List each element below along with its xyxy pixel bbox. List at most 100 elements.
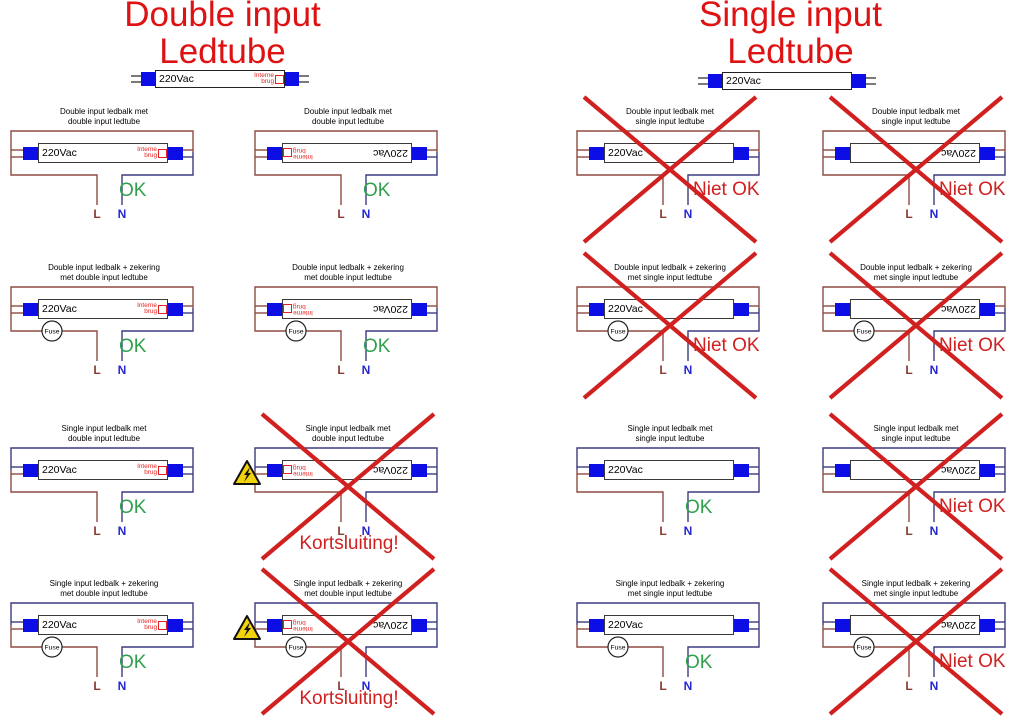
wiring-svg: Fuse bbox=[254, 286, 438, 361]
fuse-label: Fuse bbox=[288, 645, 303, 652]
tube-body: 220Vac Interne brug bbox=[282, 460, 412, 480]
live-label: L bbox=[659, 524, 667, 538]
interne-brug-label: Interne brug bbox=[293, 464, 313, 477]
interne-brug-line: Interne bbox=[137, 301, 157, 309]
verdict-label: OK bbox=[119, 652, 147, 673]
wire-live bbox=[62, 330, 98, 361]
wire-live bbox=[628, 330, 664, 361]
cell-title-line: Double input ledbalk + zekering bbox=[614, 263, 726, 272]
tube-body: 220Vac bbox=[850, 615, 980, 635]
live-label: L bbox=[93, 524, 101, 538]
cell-title-line: Single input ledbalk + zekering bbox=[293, 579, 403, 588]
cell-title: Single input ledbalk met single input led… bbox=[812, 424, 1020, 443]
cell-title-line: Double input ledbalk + zekering bbox=[48, 263, 160, 272]
wire-neutral bbox=[576, 447, 760, 522]
tube-pins bbox=[131, 75, 309, 83]
tube-body-inner: 220Vac Interne brug bbox=[283, 616, 411, 634]
tube-endcap bbox=[267, 618, 282, 632]
tube-endcap bbox=[734, 302, 749, 316]
cell-title-line: double input ledtube bbox=[67, 433, 141, 443]
fuse-icon bbox=[607, 636, 629, 658]
tube-body-inner: 220Vac bbox=[851, 300, 979, 318]
cell-title: Single input ledbalk met single input led… bbox=[566, 424, 774, 443]
voltage-label: 220Vac bbox=[42, 464, 77, 476]
tube-endcap bbox=[980, 146, 995, 160]
interne-brug-bracket bbox=[158, 620, 167, 630]
interne-brug-line: brug bbox=[261, 78, 274, 85]
tube-body: 220Vac bbox=[850, 143, 980, 163]
voltage-label: 220Vac bbox=[941, 464, 976, 476]
tube-endcap bbox=[168, 618, 183, 632]
fuse-label: Fuse bbox=[856, 329, 871, 336]
interne-brug-label: Interne brug bbox=[137, 301, 157, 316]
tube-body: 220Vac bbox=[604, 143, 734, 163]
interne-brug-bracket bbox=[283, 620, 292, 630]
cell-title-line: double input ledtube bbox=[67, 116, 141, 126]
tube-body-inner: 220Vac Interne brug bbox=[283, 144, 411, 162]
verdict-label: Niet OK bbox=[939, 651, 1006, 672]
interne-brug-line: brug bbox=[144, 469, 157, 476]
cell-title-line: Double input ledbalk + zekering bbox=[292, 263, 404, 272]
header-title-line: Single input bbox=[699, 0, 882, 34]
voltage-label: 220Vac bbox=[941, 619, 976, 631]
cell-title-line: Double input ledbalk + zekering bbox=[860, 263, 972, 272]
cell-title-line: met single input ledtube bbox=[627, 588, 713, 598]
voltage-label: 220Vac bbox=[373, 303, 408, 315]
diagram-cell: Single input ledbalk + zekering met doubl… bbox=[233, 567, 469, 720]
wire-live bbox=[576, 625, 608, 648]
tube-body: 220Vac Interne brug bbox=[38, 615, 168, 635]
voltage-label: 220Vac bbox=[608, 619, 643, 631]
cell-title-line: single input ledtube bbox=[635, 116, 705, 126]
tube-body: 220Vac Interne brug bbox=[38, 299, 168, 319]
cell-title: Single input ledbalk met double input led… bbox=[244, 424, 452, 443]
tube-body: 220Vac bbox=[604, 460, 734, 480]
ledtube-single-input: 220Vac bbox=[835, 299, 995, 319]
cell-title-line: met single input ledtube bbox=[873, 272, 959, 282]
interne-brug-line: brug bbox=[293, 303, 306, 310]
neutral-label: N bbox=[117, 679, 127, 693]
tube-endcap bbox=[835, 618, 850, 632]
wire-live bbox=[576, 470, 664, 522]
wiring-svg bbox=[10, 447, 194, 522]
wiring-svg bbox=[10, 130, 194, 205]
tube-endcap bbox=[23, 618, 38, 632]
cell-title-line: met double input ledtube bbox=[304, 272, 392, 282]
tube-endcap bbox=[980, 463, 995, 477]
ledtube-single-input: 220Vac bbox=[835, 460, 995, 480]
tube-endcap bbox=[285, 72, 299, 86]
tube-endcap bbox=[734, 146, 749, 160]
interne-brug-bracket bbox=[158, 465, 167, 475]
diagram-cell: Single input ledbalk + zekering met singl… bbox=[812, 567, 1024, 720]
tube-endcap bbox=[980, 618, 995, 632]
verdict-label: OK bbox=[119, 180, 147, 201]
verdict-label: OK bbox=[363, 336, 391, 357]
ledtube-double-input: 220Vac Interne brug bbox=[23, 299, 183, 319]
live-label: L bbox=[337, 207, 345, 221]
tube-endcap bbox=[589, 302, 604, 316]
live-label: L bbox=[659, 207, 667, 221]
wire-live bbox=[10, 286, 194, 332]
cell-title: Double input ledbalk + zekering met doubl… bbox=[244, 263, 452, 282]
tube-body-inner: 220Vac Interne brug bbox=[39, 616, 167, 634]
fuse-label: Fuse bbox=[44, 645, 59, 652]
neutral-label: N bbox=[683, 363, 693, 377]
cell-title-line: Single input ledbalk + zekering bbox=[615, 579, 725, 588]
neutral-label: N bbox=[683, 524, 693, 538]
tube-body-inner: 220Vac Interne brug bbox=[39, 461, 167, 479]
cell-title: Single input ledbalk + zekering met doubl… bbox=[0, 579, 208, 598]
tube-body-inner: 220Vac Interne brug bbox=[39, 300, 167, 318]
cell-title-line: single input ledtube bbox=[881, 116, 951, 126]
tube-endcap bbox=[141, 72, 155, 86]
neutral-label: N bbox=[117, 524, 127, 538]
cell-title: Double input ledbalk met double input led… bbox=[0, 107, 208, 126]
header-title-line: Ledtube bbox=[727, 32, 854, 71]
header-tube-double-input: 220Vac Interne brug bbox=[131, 70, 309, 88]
diagram-cell: Double input ledbalk met single input led… bbox=[812, 95, 1024, 258]
tube-endcap bbox=[267, 146, 282, 160]
wire-live bbox=[10, 470, 98, 522]
diagram-cell: Double input ledbalk met double input led… bbox=[244, 100, 469, 258]
live-label: L bbox=[905, 679, 913, 693]
interne-brug-label: Interne brug bbox=[293, 303, 313, 316]
tube-body-inner: 220Vac bbox=[605, 300, 733, 318]
cell-title-line: met double input ledtube bbox=[60, 272, 148, 282]
